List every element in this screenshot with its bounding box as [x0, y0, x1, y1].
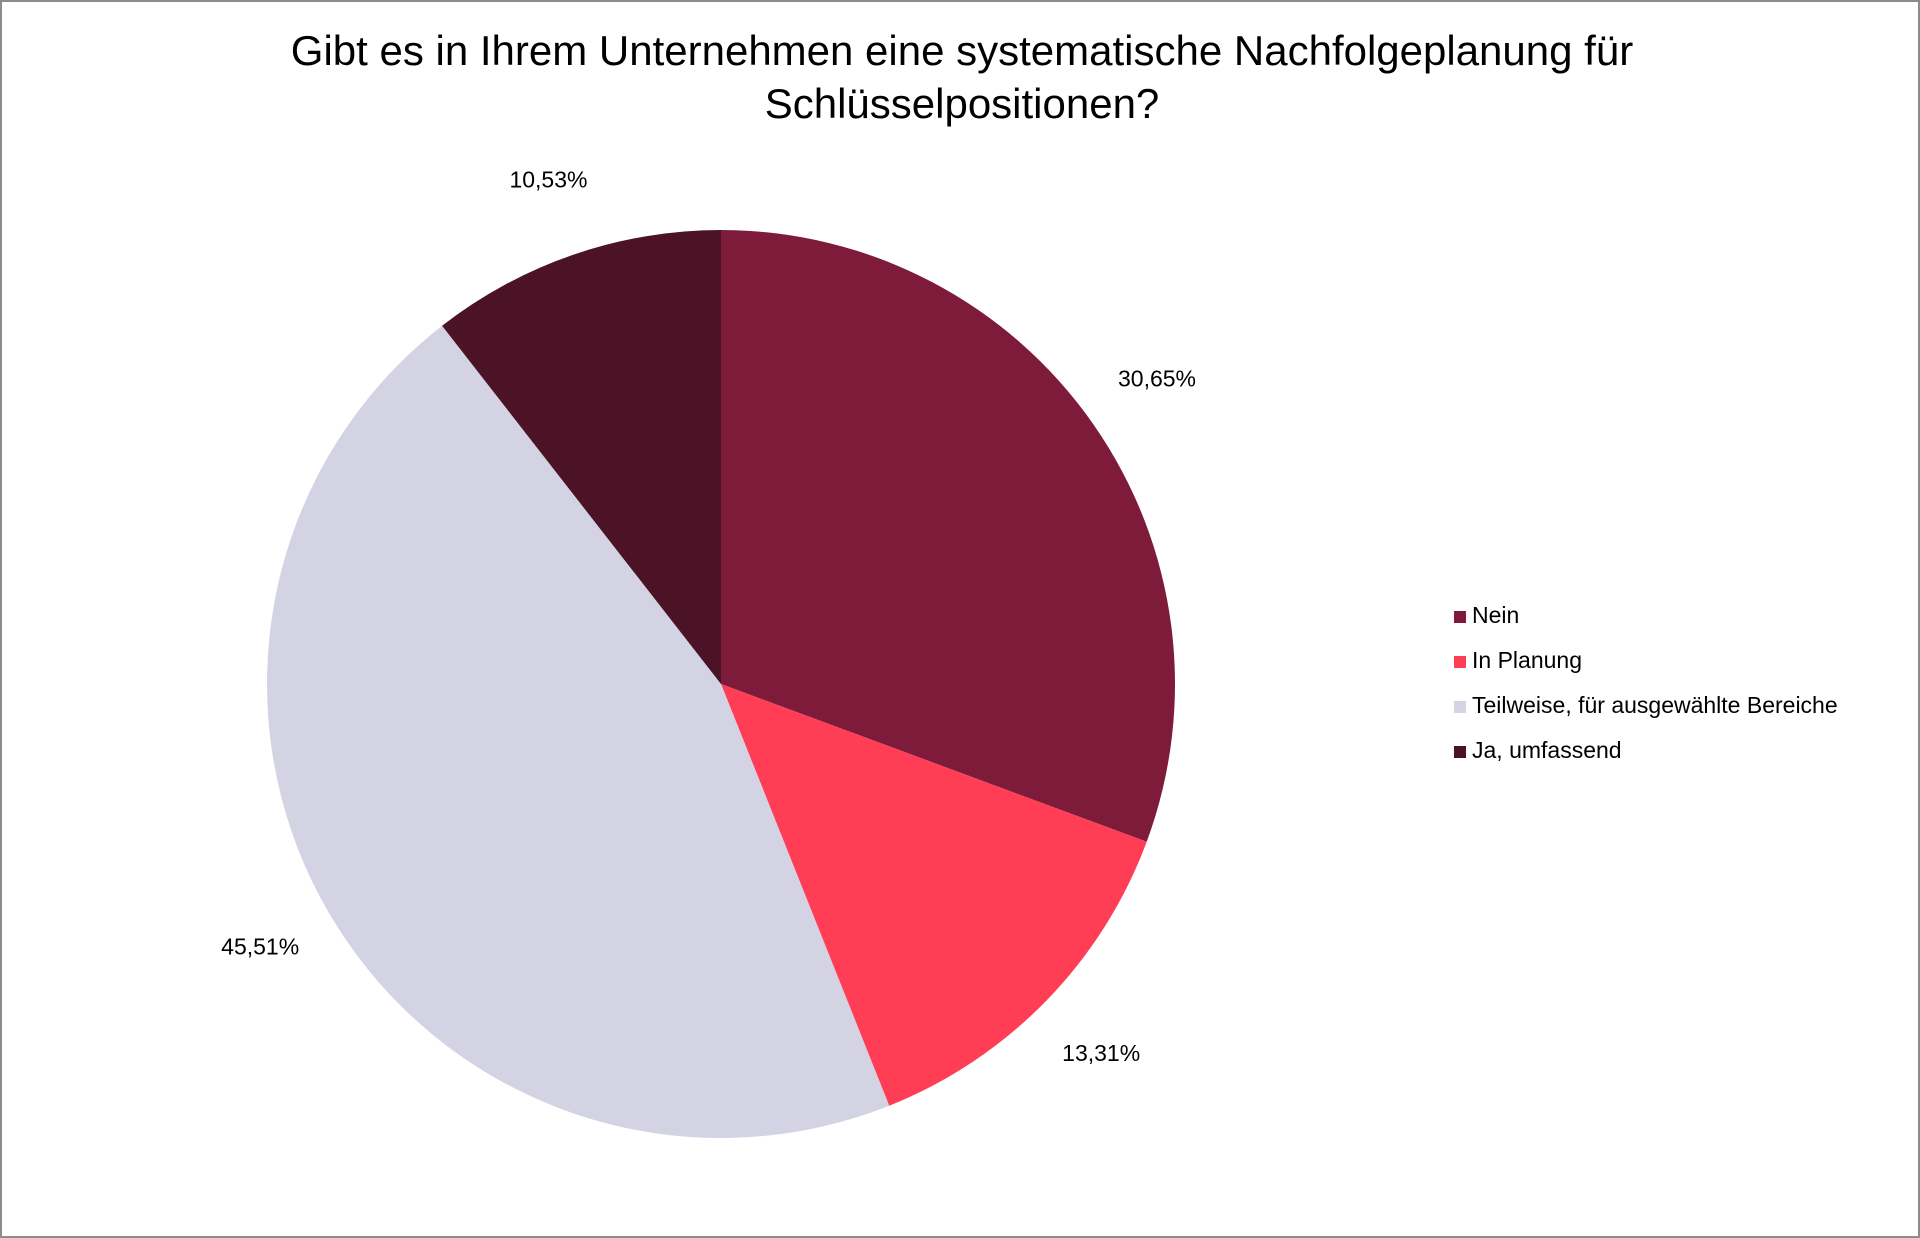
data-label: 13,31%: [1062, 1040, 1140, 1066]
pie-slice: [266, 325, 890, 1138]
legend-label: Ja, umfassend: [1472, 737, 1622, 763]
chart-title: Gibt es in Ihrem Unternehmen eine system…: [290, 27, 1634, 127]
legend-swatch: [1454, 611, 1466, 623]
legend-label: In Planung: [1472, 647, 1582, 673]
legend-label: Teilweise, für ausgewählte Bereiche: [1472, 692, 1838, 718]
legend-label: Nein: [1472, 602, 1519, 628]
legend-swatch: [1454, 656, 1466, 668]
legend-swatch: [1454, 701, 1466, 713]
data-label: 45,51%: [221, 933, 299, 959]
pie-slice: [442, 230, 721, 684]
legend-swatch: [1454, 746, 1466, 758]
pie-slice: [721, 230, 1175, 842]
pie-slice: [721, 684, 1147, 1106]
data-label: 10,53%: [509, 167, 587, 193]
data-label: 30,65%: [1118, 366, 1196, 392]
